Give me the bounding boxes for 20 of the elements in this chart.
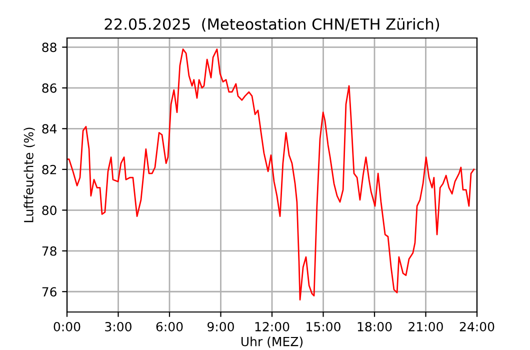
x-tick-label: 24:00 <box>460 322 494 332</box>
x-tick-label: 21:00 <box>408 322 443 332</box>
y-tick-label: 82 <box>42 164 56 174</box>
x-tick-label: 18:00 <box>358 322 392 332</box>
y-tick-label: 86 <box>42 83 56 93</box>
y-tick-label: 76 <box>42 287 56 297</box>
chart-title: 22.05.2025 (Meteostation CHN/ETH Zürich) <box>104 18 440 32</box>
x-tick-label: 15:00 <box>306 322 340 332</box>
y-tick-label: 80 <box>42 206 56 216</box>
y-axis-title: Luftfeuchte (%) <box>24 128 35 222</box>
x-tick-label: 3:00 <box>105 322 132 332</box>
line-series <box>67 48 475 300</box>
x-tick-label: 6:00 <box>156 322 183 332</box>
y-tick-label: 78 <box>42 246 56 256</box>
x-tick-label: 0:00 <box>54 322 80 332</box>
y-tick-label: 88 <box>42 42 56 52</box>
x-tick-label: 12:00 <box>255 322 290 332</box>
x-tick-label: 9:00 <box>208 322 234 332</box>
x-axis-title: Uhr (MEZ) <box>241 336 303 348</box>
y-tick-label: 84 <box>42 124 57 134</box>
